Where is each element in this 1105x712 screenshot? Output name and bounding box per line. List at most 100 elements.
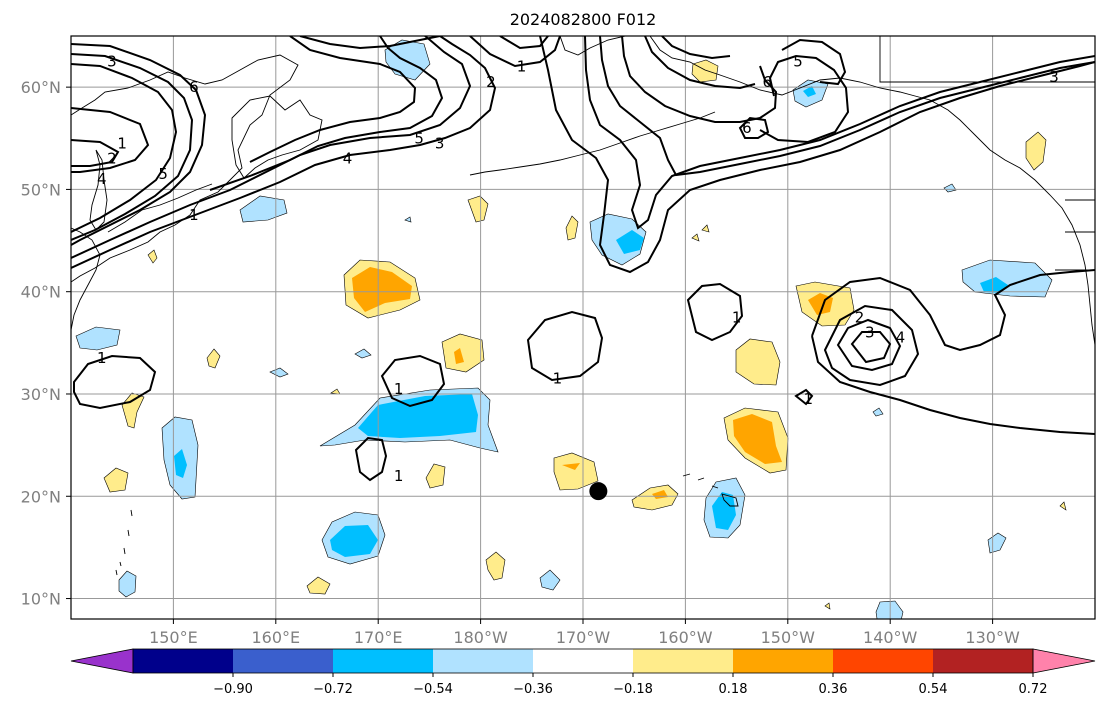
shade-positive-core [562, 463, 580, 470]
contour-line [71, 63, 178, 233]
shade-negative [987, 532, 1007, 554]
shade-positive [1025, 131, 1047, 171]
contour-label: 2 [855, 308, 865, 326]
contour-label: 1 [394, 380, 404, 398]
colorbar-segment [633, 649, 734, 673]
lat-tick-label: 60°N [21, 78, 61, 97]
colorbar-tick-labels: −0.90 −0.72 −0.54 −0.36 −0.18 0.18 0.36 0.54 0.7… [213, 673, 1047, 697]
contour-line [71, 36, 472, 259]
contour-line [811, 335, 1095, 435]
contour-line [738, 116, 770, 139]
shade-negative-core [358, 394, 478, 438]
shade-negative-core [712, 492, 736, 530]
lon-tick-label: 170°E [354, 628, 403, 647]
contour-label: 4 [97, 170, 107, 188]
contour-label: 3 [107, 53, 117, 71]
shade-negative [354, 348, 372, 359]
contour-line [71, 53, 194, 241]
contour-line [644, 36, 756, 90]
colorbar-segment [233, 649, 334, 673]
contour-line [811, 269, 1095, 352]
shade-positive [103, 467, 129, 493]
colorbar-tick-label: −0.36 [513, 682, 553, 697]
lat-tick-label: 50°N [21, 180, 61, 199]
shade-negative [539, 569, 561, 591]
contour-line [850, 331, 892, 364]
shade-negative [118, 570, 137, 598]
contour-line [209, 36, 444, 191]
shade-positive [701, 224, 710, 233]
shade-positive-core [733, 414, 782, 464]
contour-label: 6 [763, 73, 773, 91]
colorbar-segment [833, 649, 934, 673]
contour-label: 3 [865, 324, 875, 342]
contour-label: 6 [742, 119, 752, 137]
shade-positive [565, 215, 579, 241]
shade-negative-core [803, 86, 816, 97]
shade-negative [943, 183, 957, 193]
colorbar-outline [132, 648, 1034, 674]
contour-line [380, 354, 446, 408]
contour-line [499, 36, 549, 50]
shade-positive [467, 195, 489, 223]
lon-tick-label: 150°W [761, 628, 816, 647]
shade-positive [147, 249, 158, 264]
shade-positive [691, 59, 719, 83]
axis-ticks [66, 86, 994, 624]
shade-negative-core [330, 525, 378, 557]
shade-negative [875, 600, 904, 619]
shade-positive [306, 576, 331, 595]
coast-islands [115, 509, 133, 576]
shade-positive [206, 348, 221, 369]
contour-line [539, 36, 1095, 274]
coast-alaska [559, 36, 1095, 346]
lon-tick-label: 160°E [251, 628, 300, 647]
shade-positive [485, 551, 506, 581]
shade-positive-core [352, 267, 412, 312]
colorbar [70, 648, 1096, 674]
contour-line [71, 107, 150, 173]
colorbar-tick-label: 0.36 [819, 682, 848, 697]
colorbar-tick-label: −0.72 [313, 682, 353, 697]
contour-line [249, 36, 417, 163]
contour-label: 2 [107, 150, 117, 168]
longitude-labels: 150°E 160°E 170°E 180°W 170°W 160°W 150°W 140°W… [149, 628, 1020, 647]
shade-negative-core [980, 277, 1008, 293]
contour-label: 1 [553, 370, 563, 388]
lon-tick-label: 180°W [453, 628, 508, 647]
shade-negative [269, 367, 289, 378]
lon-tick-label: 160°W [658, 628, 713, 647]
colorbar-tick-label: 0.18 [719, 682, 748, 697]
contour-line [71, 139, 120, 167]
contour-line [354, 436, 388, 482]
lat-tick-label: 30°N [21, 385, 61, 404]
contour-label: 5 [158, 165, 168, 183]
graticule [71, 36, 1095, 619]
colorbar-segment [933, 649, 1034, 673]
colorbar-segment [433, 649, 534, 673]
colorbar-extend-low [70, 648, 134, 674]
contour-label: 1 [189, 206, 199, 224]
lon-tick-label: 150°E [149, 628, 198, 647]
contour-label: 4 [896, 329, 906, 347]
contour-line [73, 354, 157, 410]
contour-label: 1 [517, 58, 527, 76]
contour-label: 4 [343, 150, 353, 168]
contour-label: 3 [1049, 68, 1059, 86]
colorbar-segment [133, 649, 234, 673]
shade-positive [441, 333, 485, 373]
contour-line [836, 318, 902, 372]
lat-tick-label: 40°N [21, 283, 61, 302]
contour-line [621, 36, 778, 123]
height-contours [71, 36, 1095, 482]
lat-tick-label: 20°N [21, 487, 61, 506]
coast-kamchatka [231, 95, 323, 179]
coast-hawaii [682, 473, 739, 507]
colorbar-segment [533, 649, 634, 673]
contour-label: 5 [793, 53, 803, 71]
contour-label: 2 [486, 73, 496, 91]
contour-label: 3 [435, 134, 445, 152]
contour-line [686, 282, 744, 342]
